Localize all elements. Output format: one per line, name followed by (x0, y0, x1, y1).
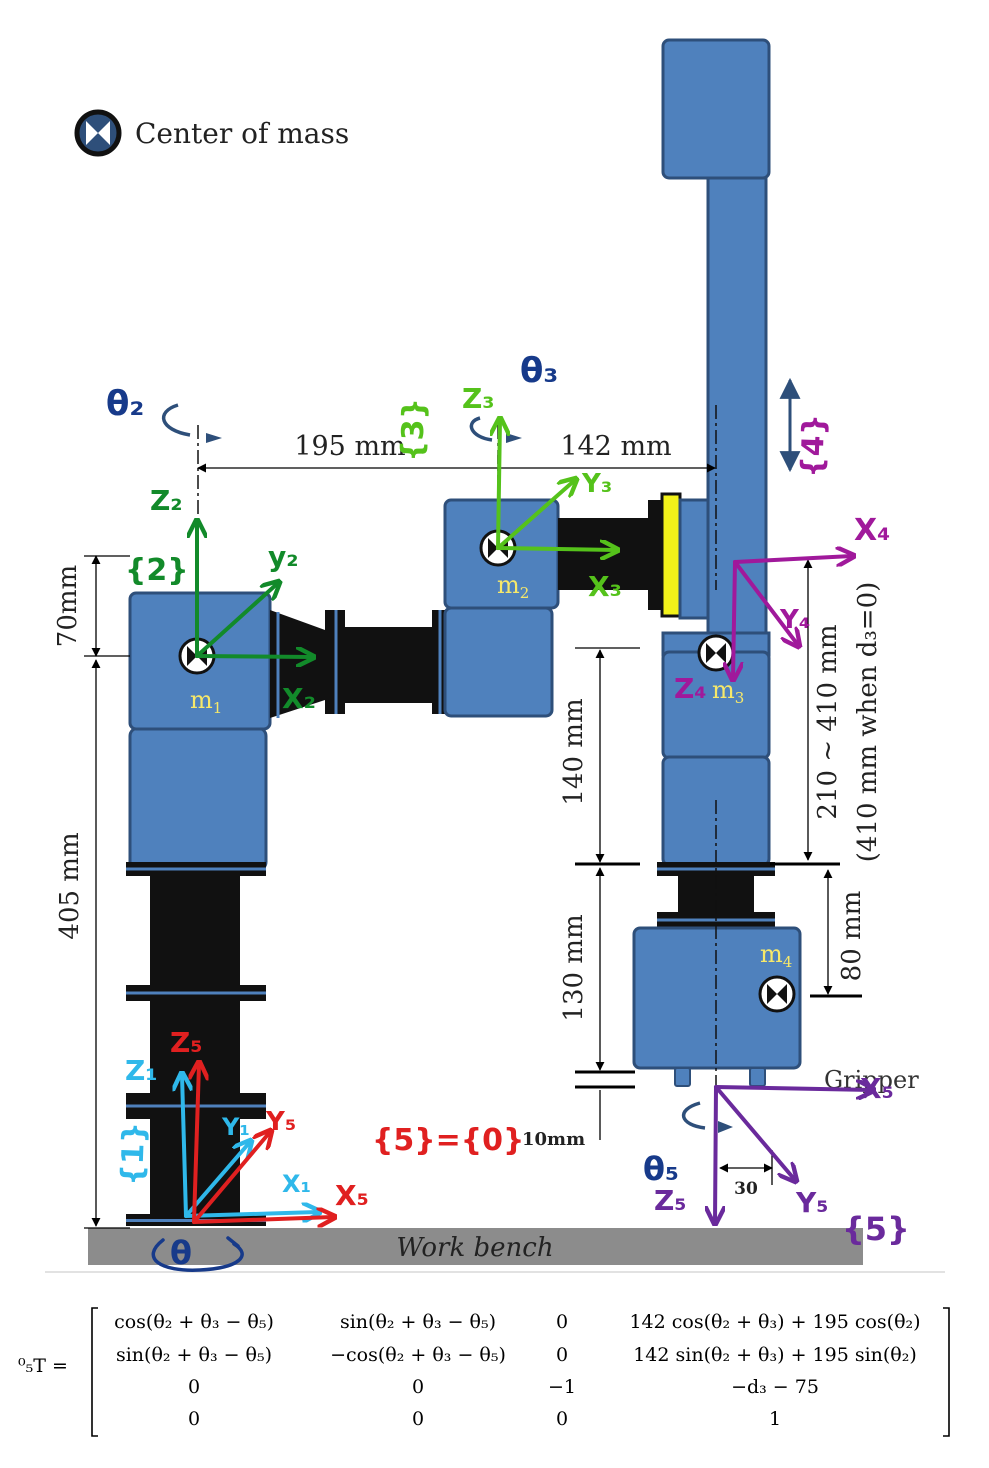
frame-1 (182, 1075, 318, 1216)
dim-70: 70mm (53, 565, 83, 647)
eq-r2c2: −1 (548, 1376, 576, 1398)
dimension-thick-ticks (575, 862, 862, 1089)
eq-r0c3: 142 cos(θ₂ + θ₃) + 195 cos(θ₂) (629, 1311, 920, 1333)
theta2-label: θ₂ (106, 384, 144, 424)
z4-label: Z₄ (674, 672, 707, 705)
dim-410-note: (410 mm when d₃=0) (853, 582, 883, 863)
mass-label-m4: m4 (760, 940, 792, 971)
dim-195: 195 mm (294, 431, 405, 462)
mass-label-m1: m1 (190, 686, 222, 717)
frame3-label: {3} (395, 398, 432, 463)
theta3-label: θ₃ (520, 351, 558, 391)
eq-r3c1: 0 (412, 1408, 424, 1430)
dim-80: 80 mm (837, 891, 867, 982)
dim-10: 10mm (522, 1129, 585, 1150)
mass-label-m3: m3 (712, 676, 744, 707)
prismatic-column (632, 38, 802, 1087)
eq-r3c0: 0 (188, 1408, 200, 1430)
equation-lhs: ⁰₅T = (18, 1355, 68, 1377)
z1-label: Z₁ (125, 1054, 158, 1087)
frame-3 (498, 420, 616, 550)
x2-label: X₂ (282, 682, 316, 715)
legend: Center of mass (74, 109, 349, 157)
eq-r1c1: −cos(θ₂ + θ₃ − θ₅) (330, 1344, 506, 1366)
dim-130: 130 mm (559, 914, 589, 1021)
dim-210-410: 210 ~ 410 mm (813, 624, 843, 819)
left-bracket (91, 1307, 98, 1437)
eq-r2c3: −d₃ − 75 (731, 1376, 819, 1398)
eq-r3c3: 1 (769, 1408, 781, 1430)
eq-r2c0: 0 (188, 1376, 200, 1398)
dim-30: 30 (734, 1179, 758, 1199)
frame1-label: {1} (115, 1122, 152, 1187)
mass-label-m2: m2 (497, 571, 529, 602)
z5-base-label: Z₅ (170, 1026, 203, 1059)
theta-base-rotation (151, 1236, 244, 1272)
work-bench-label: Work bench (396, 1233, 553, 1263)
y5-base-label: Y₅ (265, 1107, 296, 1137)
y1-label: Y₁ (221, 1113, 250, 1141)
frame-2 (197, 522, 312, 657)
eq-r0c2: 0 (556, 1311, 568, 1333)
eq-r3c2: 0 (556, 1408, 568, 1430)
frame-5-base (194, 1064, 333, 1222)
y4-label: Y₄ (779, 605, 810, 635)
handwritten-labels: θ₂ θ₃ θ₅ θ {2} Z₂ y₂ X₂ {3} Z₃ Y₃ X₃ {4}… (106, 351, 910, 1272)
eq-r2c1: 0 (412, 1376, 424, 1398)
theta1-label: θ (170, 1234, 192, 1272)
y3-label: Y₃ (581, 469, 612, 499)
z5-label: Z₅ (654, 1184, 687, 1217)
x4-label: X₄ (854, 513, 890, 548)
frame-5 (715, 1087, 872, 1222)
frame2-label: {2} (125, 553, 189, 588)
dim-140: 140 mm (559, 698, 589, 805)
com-m4-icon (758, 975, 796, 1013)
x5-base-label: X₅ (335, 1179, 369, 1212)
x3-label: X₃ (588, 570, 622, 603)
frame4-label: {4} (795, 414, 832, 479)
eq-r0c0: cos(θ₂ + θ₃ − θ₅) (114, 1311, 274, 1333)
eq-r1c2: 0 (556, 1344, 568, 1366)
eq-r0c1: sin(θ₂ + θ₃ − θ₅) (340, 1311, 496, 1333)
y5-label: Y₅ (795, 1186, 829, 1219)
y2-label: y₂ (268, 540, 299, 573)
legend-label: Center of mass (135, 117, 349, 150)
theta5-label: θ₅ (643, 1150, 679, 1188)
eq-r1c3: 142 sin(θ₂ + θ₃) + 195 sin(θ₂) (633, 1344, 917, 1366)
dim-405: 405 mm (55, 832, 85, 939)
frame-4 (733, 556, 852, 678)
x1-label: X₁ (282, 1170, 311, 1198)
frame5-label: {5} (842, 1210, 910, 1248)
dimension-lines (84, 455, 833, 1229)
z3-label: Z₃ (462, 382, 495, 415)
eq-r1c0: sin(θ₂ + θ₃ − θ₅) (116, 1344, 272, 1366)
z2-label: Z₂ (150, 484, 183, 517)
transform-equation: ⁰₅T = cos(θ₂ + θ₃ − θ₅) sin(θ₂ + θ₃ − θ₅… (18, 1307, 950, 1437)
x5-label: X₅ (860, 1072, 894, 1105)
dim-142: 142 mm (560, 431, 671, 462)
work-bench (88, 1228, 863, 1265)
center-of-mass-icon (74, 109, 122, 157)
right-bracket (943, 1307, 950, 1437)
frame50-label: {5}={0} (372, 1123, 524, 1158)
com-m3-icon (697, 634, 735, 672)
